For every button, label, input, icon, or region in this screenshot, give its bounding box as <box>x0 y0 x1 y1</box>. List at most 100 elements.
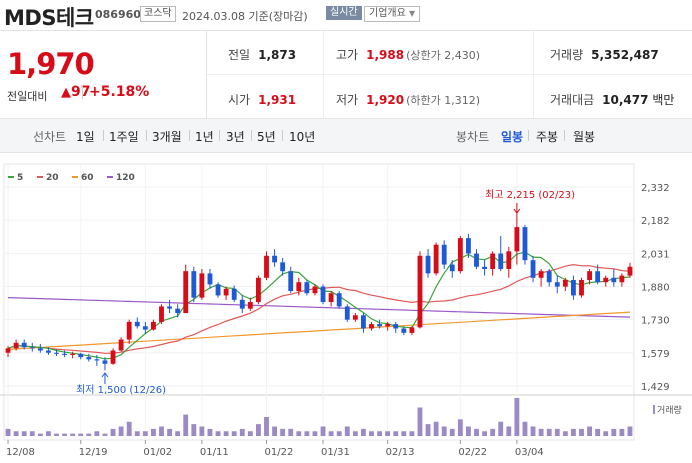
candle-body <box>554 282 560 287</box>
y-tick-label: 1,730 <box>641 316 670 327</box>
price-box: 1,970 전일대비 ▲97 +5.18% <box>0 31 207 118</box>
candle-body <box>466 238 471 254</box>
candle-body <box>530 260 536 278</box>
candle-body <box>280 262 286 272</box>
volume-bar <box>328 431 334 436</box>
volume-bar <box>320 426 326 436</box>
candle-body <box>474 253 479 267</box>
legend-label: 5 <box>17 173 23 183</box>
volume-bar <box>167 428 172 436</box>
volume-bar <box>86 433 92 436</box>
volume-bar <box>554 428 560 436</box>
tab-1y[interactable]: 1년 <box>195 130 214 144</box>
volume-bar <box>449 428 455 436</box>
volume-bar <box>183 414 189 436</box>
divider <box>282 130 283 141</box>
tab-1d[interactable]: 1일 <box>76 130 95 144</box>
candle-body <box>312 286 318 294</box>
x-tick-label: 02/22 <box>458 447 487 458</box>
divider <box>146 130 147 141</box>
volume-legend-swatch <box>653 405 655 414</box>
candle-body <box>167 306 172 309</box>
candle-body <box>587 271 592 280</box>
ma60-line <box>7 311 631 350</box>
stat-label: 거래대금 <box>550 93 595 107</box>
tab-monthly[interactable]: 월봉 <box>573 130 596 144</box>
candle-body <box>288 271 294 292</box>
tab-weekly[interactable]: 주봉 <box>536 130 559 144</box>
candle-body <box>110 350 116 364</box>
company-info-dropdown[interactable]: 기업개요 ▼ <box>364 6 421 22</box>
company-info-label: 기업개요 <box>369 8 406 19</box>
volume-bar <box>385 431 391 436</box>
volume-bar <box>344 426 350 436</box>
volume-bar <box>13 431 19 436</box>
candle-body <box>13 342 19 349</box>
candle-body <box>256 277 261 303</box>
volume-bar <box>215 431 221 436</box>
stat-prev: 전일 1,873 <box>228 46 296 63</box>
legend-label: 20 <box>46 173 59 183</box>
candle-body <box>159 306 164 322</box>
change-value: ▲97 <box>61 84 90 100</box>
candle-body <box>264 255 269 278</box>
candlestick-chart[interactable]: 2,332 2,182 2,031 1,880 1,730 1,579 1,429 12/08… <box>0 160 692 463</box>
volume-bar <box>21 431 27 436</box>
high-annotation: 최고 2,215 (02/23) <box>485 189 575 201</box>
y-tick-label: 2,332 <box>641 183 670 194</box>
stat-label: 거래량 <box>550 48 584 62</box>
candle-body <box>102 360 108 364</box>
stat-label: 고가 <box>336 48 359 62</box>
volume-bar <box>441 426 447 436</box>
stat-label: 전일 <box>228 48 251 62</box>
volume-bar <box>199 426 205 436</box>
volume-bar <box>62 433 67 436</box>
chart-tab-bar: 선차트 1일 1주일 3개월 1년 3년 5년 10년 봉차트 일봉 주봉 월봉 <box>0 118 692 153</box>
candle-body <box>62 353 67 355</box>
volume-bar <box>506 426 512 436</box>
tab-3y[interactable]: 3년 <box>226 130 245 144</box>
volume-bar <box>264 417 269 436</box>
x-tick-label: 01/02 <box>143 447 172 458</box>
candle-body <box>94 359 100 361</box>
divider <box>207 74 692 75</box>
candle-body <box>29 347 35 349</box>
volume-bar <box>37 433 43 436</box>
legend-label: 120 <box>116 173 135 183</box>
volume-bar <box>417 407 423 436</box>
stat-value: 10,477 <box>602 93 649 107</box>
tab-1w[interactable]: 1주일 <box>109 130 139 144</box>
volume-bar <box>546 428 552 436</box>
volume-bar <box>562 431 568 436</box>
volume-bar <box>29 431 35 436</box>
chevron-down-icon: ▼ <box>409 9 416 18</box>
ma20-line <box>7 263 631 354</box>
candle-body <box>603 277 609 283</box>
tab-3m[interactable]: 3개월 <box>152 130 182 144</box>
candle-body <box>449 264 455 272</box>
candle-body <box>134 321 140 327</box>
volume-bar <box>482 431 487 436</box>
candle-body <box>239 299 245 309</box>
volume-bar <box>490 428 496 436</box>
tab-5y[interactable]: 5년 <box>257 130 276 144</box>
tab-daily[interactable]: 일봉 <box>501 130 524 144</box>
candle-body <box>377 324 382 327</box>
tab-10y[interactable]: 10년 <box>289 130 316 144</box>
ma120-line <box>7 297 631 318</box>
stat-label: 저가 <box>336 93 359 107</box>
candle-body <box>247 302 253 309</box>
change-label: 전일대비 <box>7 90 48 103</box>
candle-body <box>369 324 374 329</box>
candle-body <box>199 273 205 298</box>
stat-low: 저가 1,920 (하한가 1,312) <box>336 91 480 108</box>
volume-bar <box>522 421 528 436</box>
x-tick-label: 12/08 <box>6 447 35 458</box>
y-tick-label: 2,182 <box>641 216 670 227</box>
candle-body <box>611 277 617 283</box>
volume-bar <box>142 431 148 436</box>
realtime-button[interactable]: 실시간 <box>326 6 362 20</box>
volume-bar <box>377 431 382 436</box>
low-arrow-icon <box>101 372 109 384</box>
volume-bar <box>94 431 100 436</box>
